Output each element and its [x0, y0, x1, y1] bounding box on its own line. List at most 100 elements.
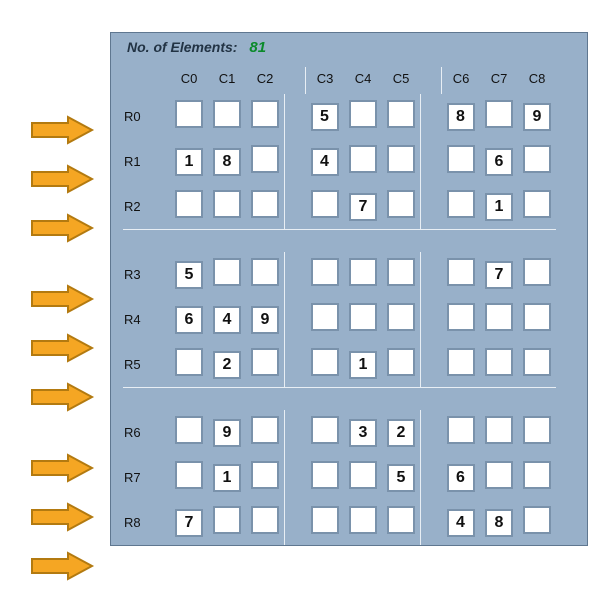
row-arrow — [30, 333, 96, 368]
cell-R3-C0[interactable]: 5 — [175, 261, 203, 289]
cell-R0-C4[interactable] — [349, 100, 377, 128]
cell-R3-C1[interactable] — [213, 258, 241, 286]
cell-R5-C6[interactable] — [447, 348, 475, 376]
arrow-right-icon — [30, 164, 96, 194]
cell-R3-C3[interactable] — [311, 258, 339, 286]
cell-R4-C3[interactable] — [311, 303, 339, 331]
cell-R6-C2[interactable] — [251, 416, 279, 444]
cell-R3-C4[interactable] — [349, 258, 377, 286]
cell-R6-C0[interactable] — [175, 416, 203, 444]
cell-R1-C4[interactable] — [349, 145, 377, 173]
cell-R5-C7[interactable] — [485, 348, 513, 376]
cell-R6-C1[interactable]: 9 — [213, 419, 241, 447]
v-gap — [420, 67, 441, 94]
cell-R2-C8[interactable] — [523, 190, 551, 218]
cell-R4-C4[interactable] — [349, 303, 377, 331]
cell-R7-C6[interactable]: 6 — [447, 464, 475, 492]
cell-R1-C6[interactable] — [447, 145, 475, 173]
cell-R8-C3[interactable] — [311, 506, 339, 534]
cell-R8-C8[interactable] — [523, 506, 551, 534]
cell-R8-C0[interactable]: 7 — [175, 509, 203, 537]
row-arrow — [30, 284, 96, 319]
cell-R0-C1[interactable] — [213, 100, 241, 128]
cell-R3-C7[interactable]: 7 — [485, 261, 513, 289]
h-gap — [123, 388, 556, 410]
cell-R5-C0[interactable] — [175, 348, 203, 376]
v-gap — [420, 500, 441, 545]
cell-R6-C7[interactable] — [485, 416, 513, 444]
cell-R2-C5[interactable] — [387, 190, 415, 218]
cell-R2-C2[interactable] — [251, 190, 279, 218]
cell-R1-C8[interactable] — [523, 145, 551, 173]
cell-R5-C4[interactable]: 1 — [349, 351, 377, 379]
col-header-C0: C0 — [170, 67, 208, 94]
cell-R8-C4[interactable] — [349, 506, 377, 534]
cell-R0-C6[interactable]: 8 — [447, 103, 475, 131]
row-R4: R4649 — [123, 297, 556, 342]
arrow-right-icon — [30, 213, 96, 243]
cell-R1-C5[interactable] — [387, 145, 415, 173]
cell-R7-C0[interactable] — [175, 461, 203, 489]
row-R6: R6932 — [123, 410, 556, 455]
cell-R8-C6[interactable]: 4 — [447, 509, 475, 537]
row-arrow — [30, 382, 96, 417]
cell-R1-C2[interactable] — [251, 145, 279, 173]
cell-R4-C6[interactable] — [447, 303, 475, 331]
cell-R3-C6[interactable] — [447, 258, 475, 286]
cell-R8-C1[interactable] — [213, 506, 241, 534]
cell-R3-C8[interactable] — [523, 258, 551, 286]
cell-R7-C8[interactable] — [523, 461, 551, 489]
cell-R1-C3[interactable]: 4 — [311, 148, 339, 176]
cell-R0-C7[interactable] — [485, 100, 513, 128]
cell-R2-C4[interactable]: 7 — [349, 193, 377, 221]
header-corner — [123, 67, 170, 94]
cell-R0-C0[interactable] — [175, 100, 203, 128]
cell-R6-C3[interactable] — [311, 416, 339, 444]
cell-R5-C2[interactable] — [251, 348, 279, 376]
cell-R6-C5[interactable]: 2 — [387, 419, 415, 447]
cell-R4-C7[interactable] — [485, 303, 513, 331]
cell-R4-C2[interactable]: 9 — [251, 306, 279, 334]
cell-R8-C2[interactable] — [251, 506, 279, 534]
cell-R4-C5[interactable] — [387, 303, 415, 331]
cell-R3-C2[interactable] — [251, 258, 279, 286]
cell-R0-C2[interactable] — [251, 100, 279, 128]
v-gap — [420, 410, 441, 455]
cell-R0-C5[interactable] — [387, 100, 415, 128]
cell-R8-C7[interactable]: 8 — [485, 509, 513, 537]
cell-R4-C8[interactable] — [523, 303, 551, 331]
cell-R2-C3[interactable] — [311, 190, 339, 218]
cell-R1-C7[interactable]: 6 — [485, 148, 513, 176]
cell-R6-C8[interactable] — [523, 416, 551, 444]
cell-R0-C3[interactable]: 5 — [311, 103, 339, 131]
v-gap — [284, 139, 305, 184]
cell-R5-C5[interactable] — [387, 348, 415, 376]
arrow-right-icon — [30, 115, 96, 145]
cell-R6-C6[interactable] — [447, 416, 475, 444]
cell-R7-C1[interactable]: 1 — [213, 464, 241, 492]
cell-R4-C1[interactable]: 4 — [213, 306, 241, 334]
col-header-C2: C2 — [246, 67, 284, 94]
elements-label: No. of Elements: — [127, 39, 237, 55]
row-R2: R271 — [123, 184, 556, 229]
cell-R3-C5[interactable] — [387, 258, 415, 286]
cell-R2-C0[interactable] — [175, 190, 203, 218]
cell-R7-C2[interactable] — [251, 461, 279, 489]
cell-R2-C1[interactable] — [213, 190, 241, 218]
cell-R5-C1[interactable]: 2 — [213, 351, 241, 379]
cell-R8-C5[interactable] — [387, 506, 415, 534]
row-arrow — [30, 115, 96, 150]
cell-R1-C1[interactable]: 8 — [213, 148, 241, 176]
cell-R5-C3[interactable] — [311, 348, 339, 376]
cell-R0-C8[interactable]: 9 — [523, 103, 551, 131]
cell-R7-C3[interactable] — [311, 461, 339, 489]
cell-R5-C8[interactable] — [523, 348, 551, 376]
cell-R6-C4[interactable]: 3 — [349, 419, 377, 447]
cell-R7-C4[interactable] — [349, 461, 377, 489]
cell-R7-C7[interactable] — [485, 461, 513, 489]
cell-R7-C5[interactable]: 5 — [387, 464, 415, 492]
cell-R1-C0[interactable]: 1 — [175, 148, 203, 176]
cell-R4-C0[interactable]: 6 — [175, 306, 203, 334]
cell-R2-C7[interactable]: 1 — [485, 193, 513, 221]
cell-R2-C6[interactable] — [447, 190, 475, 218]
